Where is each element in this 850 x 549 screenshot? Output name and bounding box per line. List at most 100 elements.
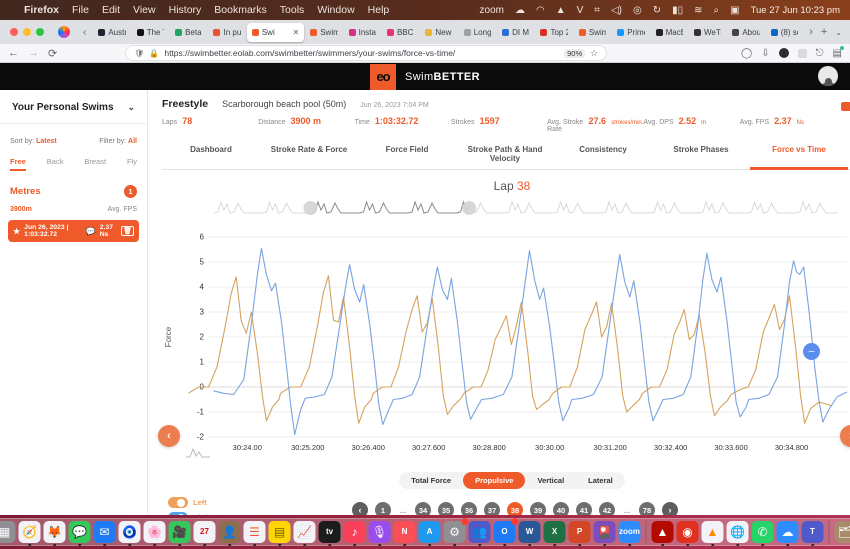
force-button-total-force[interactable]: Total Force <box>411 476 452 486</box>
keyboard-icon[interactable]: ⌗ <box>594 4 600 16</box>
metres-section-label[interactable]: Metres <box>10 186 41 197</box>
dock-app-store-icon[interactable]: A <box>418 521 441 546</box>
browser-tab[interactable]: Top 2 <box>535 23 572 42</box>
browser-tab[interactable]: Beta T <box>170 23 207 42</box>
zoom-app[interactable]: zoom <box>479 4 504 16</box>
stroke-tab-free[interactable]: Free <box>10 157 26 171</box>
dock-powerpoint-icon[interactable]: P <box>568 521 591 546</box>
bookmark-star-icon[interactable]: ☆ <box>590 47 599 58</box>
eo-logo[interactable]: eo <box>370 63 397 90</box>
page-button-34[interactable]: 34 <box>415 502 431 519</box>
scroll-tabs-left-button[interactable]: ‹ <box>83 26 87 38</box>
v-app-icon[interactable]: V <box>576 4 584 16</box>
browser-tab[interactable]: In pur <box>208 23 245 42</box>
force-button-vertical[interactable]: Vertical <box>537 476 565 486</box>
dock-word-icon[interactable]: W <box>518 521 541 546</box>
arc-icon[interactable]: ◠ <box>535 4 545 16</box>
menu-bookmarks[interactable]: Bookmarks <box>214 4 267 16</box>
tab-dashboard[interactable]: Dashboard <box>190 145 232 154</box>
dock-launchpad-icon[interactable]: ▦ <box>0 521 16 543</box>
dock-whatsapp-icon[interactable]: ✆ <box>751 521 774 546</box>
prev-lap-arrow-button[interactable]: ‹ <box>158 425 180 448</box>
browser-tab[interactable]: DI Ma <box>497 23 534 42</box>
url-bar[interactable]: 🛡 🔒 https://swimbetter.eolab.com/swimbet… <box>126 46 607 60</box>
sidebar-toggle-icon[interactable]: ▤ <box>832 45 845 59</box>
browser-tab[interactable]: Austr <box>93 23 130 42</box>
force-button-propulsive[interactable]: Propulsive <box>463 472 526 490</box>
page-button-78[interactable]: 78 <box>639 502 655 519</box>
swim-card[interactable]: ★ Jun 26, 2023 | 1:03:32.72 💬 2.37 Ns 🗑 <box>8 220 139 242</box>
browser-tab[interactable]: Swi ✕ <box>246 22 305 42</box>
dock-excel-icon[interactable]: X <box>543 521 566 546</box>
sidebar-title-row[interactable]: Your Personal Swims ⌄ <box>0 90 147 124</box>
dock-stocks-icon[interactable]: 📈 <box>293 521 316 546</box>
dock-vlc-icon[interactable]: ▲ <box>701 521 724 546</box>
share-icon[interactable]: ⎋ <box>815 47 824 59</box>
stroke-tab-fly[interactable]: Fly <box>126 157 137 166</box>
downloads-icon[interactable]: ⇩ <box>761 47 770 59</box>
dock-zoom-icon[interactable]: zoom <box>618 521 641 546</box>
page-button-39[interactable]: 39 <box>530 502 546 519</box>
page-button-41[interactable]: 41 <box>576 502 592 519</box>
tab-stroke-phases[interactable]: Stroke Phases <box>673 145 729 154</box>
lock-icon[interactable]: 🔒 <box>149 48 160 58</box>
browser-tab[interactable]: Swim <box>574 23 611 42</box>
dock-maps-icon[interactable]: 🧿 <box>118 521 141 546</box>
search-icon[interactable]: ⌕ <box>713 4 720 16</box>
browser-tab[interactable]: MacB <box>651 23 688 42</box>
filter-by[interactable]: Filter by: All <box>99 138 137 145</box>
browser-tab[interactable]: Instag <box>344 23 381 42</box>
dock-photos-icon[interactable]: 🌸 <box>143 521 166 546</box>
dock-notes-icon[interactable]: ▤ <box>268 521 291 546</box>
browser-tab[interactable]: Swim <box>305 23 342 42</box>
browser-tab[interactable]: Prime <box>612 23 649 42</box>
dock-mail-icon[interactable]: ✉ <box>93 521 116 546</box>
page-button-40[interactable]: 40 <box>553 502 569 519</box>
wifi-icon[interactable]: ≋ <box>694 4 703 16</box>
menu-history[interactable]: History <box>168 4 202 16</box>
window-controls[interactable] <box>10 28 44 36</box>
menu-clock[interactable]: Tue 27 Jun 10:23 pm <box>750 4 840 16</box>
stroke-tab-back[interactable]: Back <box>46 157 64 166</box>
page-button-1[interactable]: 1 <box>375 502 391 519</box>
menu-view[interactable]: View <box>133 4 156 16</box>
dock-acrobat-icon[interactable]: ▲ <box>651 521 674 546</box>
page-button-35[interactable]: 35 <box>438 502 454 519</box>
dock-music-icon[interactable]: ♪ <box>343 521 366 546</box>
user-avatar[interactable] <box>818 66 838 86</box>
forward-button[interactable]: → <box>28 47 39 59</box>
browser-tab[interactable]: WeTra <box>689 23 726 42</box>
stroke-tab-breast[interactable]: Breast <box>84 157 107 166</box>
dock-chrome-icon[interactable]: 🌐 <box>726 521 749 546</box>
toggle-switch-left[interactable] <box>168 497 188 509</box>
vlc-icon[interactable]: ▲ <box>555 4 566 16</box>
menu-window[interactable]: Window <box>317 4 355 16</box>
page-button-36[interactable]: 36 <box>461 502 477 519</box>
display-icon[interactable]: ▣ <box>730 4 740 16</box>
scroll-tabs-right-button[interactable]: › <box>809 26 813 38</box>
back-button[interactable]: ← <box>8 47 19 59</box>
cloud-icon[interactable]: ☁ <box>514 4 525 16</box>
fullscreen-window-button[interactable] <box>36 28 44 36</box>
tab-force-vs-time[interactable]: Force vs Time <box>750 141 848 171</box>
dock-facetime-icon[interactable]: 🎥 <box>168 521 191 546</box>
profile-icon[interactable] <box>778 48 789 58</box>
trash-icon[interactable]: 🗑 <box>121 226 134 236</box>
dock-ms-teams-2-icon[interactable]: T <box>801 521 824 546</box>
tab-list-button[interactable]: ⌄ <box>835 27 842 37</box>
battery-icon[interactable]: ▮▯ <box>672 4 684 16</box>
close-tab-icon[interactable]: ✕ <box>292 27 300 37</box>
tab-stroke-rate-force[interactable]: Stroke Rate & Force <box>270 145 348 154</box>
dock-news-icon[interactable]: N <box>393 521 416 546</box>
tab-stroke-path-hand-velocity[interactable]: Stroke Path & Hand Velocity <box>467 145 543 164</box>
star-icon[interactable]: ★ <box>13 226 21 236</box>
volume-icon[interactable]: ◁) <box>610 4 622 16</box>
menu-edit[interactable]: Edit <box>101 4 121 16</box>
dock-firefox-icon[interactable]: 🦊 <box>43 521 66 546</box>
reload-button[interactable]: ⟳ <box>48 47 58 60</box>
shield-icon[interactable]: 🛡 <box>134 48 145 58</box>
dock-contacts-icon[interactable]: 👤 <box>218 521 241 546</box>
browser-tab[interactable]: (8) so <box>766 23 803 42</box>
dock-calendar-icon[interactable]: 27 <box>193 521 216 546</box>
dock-system-settings-icon[interactable]: ⚙ <box>443 518 469 546</box>
